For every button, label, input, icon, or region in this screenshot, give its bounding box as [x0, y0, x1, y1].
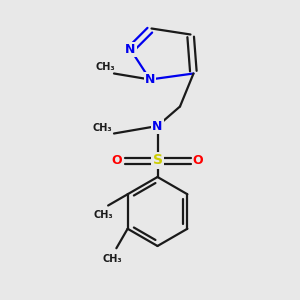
Text: N: N — [125, 43, 136, 56]
Text: S: S — [152, 154, 163, 167]
Text: CH₃: CH₃ — [94, 210, 113, 220]
Text: CH₃: CH₃ — [102, 254, 122, 264]
Text: N: N — [152, 119, 163, 133]
Text: N: N — [145, 73, 155, 86]
Text: CH₃: CH₃ — [92, 123, 112, 133]
Text: O: O — [112, 154, 122, 167]
Text: CH₃: CH₃ — [95, 62, 115, 72]
Text: O: O — [193, 154, 203, 167]
